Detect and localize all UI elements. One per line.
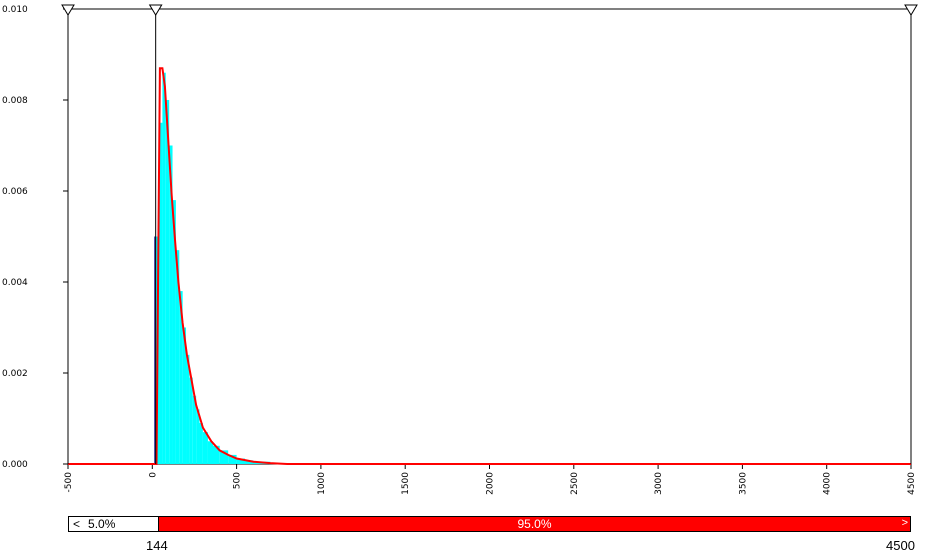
x-tick-label: 4500 xyxy=(907,472,917,495)
left-tail-percent: 5.0% xyxy=(88,517,116,531)
histogram-bar xyxy=(236,458,246,464)
marker-triangle-icon xyxy=(61,4,75,16)
histogram-bar xyxy=(219,450,229,464)
right-arrow-icon[interactable]: > xyxy=(901,517,908,529)
histogram-bar xyxy=(186,354,190,464)
x-tick-label: 0 xyxy=(148,472,158,478)
center-percent: 95.0% xyxy=(517,517,552,531)
histogram-bar xyxy=(172,200,176,464)
histogram-bar xyxy=(207,441,213,464)
x-tick-label: 2500 xyxy=(570,472,580,495)
histogram-bar xyxy=(199,423,203,464)
histogram-bar xyxy=(179,291,183,464)
histogram-bar xyxy=(175,250,180,464)
histogram-bar xyxy=(228,454,237,464)
density-line xyxy=(68,67,911,465)
x-tick-label: 3500 xyxy=(738,472,748,495)
x-tick-label: 1000 xyxy=(317,472,327,495)
x-tick-label: 4000 xyxy=(823,472,833,495)
histogram-bar xyxy=(245,460,254,464)
histogram-bar xyxy=(196,409,200,464)
histogram-bar xyxy=(189,377,193,464)
probability-range-bar[interactable]: < 5.0% 95.0% > xyxy=(68,516,911,532)
y-tick-label: 0.002 xyxy=(2,369,28,379)
plot-area: 0.000 0.002 0.004 0.006 0.008 0.010 -500 0 500 10… xyxy=(2,4,918,495)
center-segment[interactable]: 95.0% > xyxy=(159,517,910,531)
histogram-bar xyxy=(182,327,187,464)
density-chart: 0.000 0.002 0.004 0.006 0.008 0.010 -500 0 500 10… xyxy=(2,4,918,495)
histogram-bar xyxy=(212,445,220,464)
y-tick-label: 0.000 xyxy=(2,460,28,470)
x-tick-label: 2000 xyxy=(486,472,496,495)
histogram-bar xyxy=(159,122,163,464)
x-tick-label: 500 xyxy=(233,472,243,489)
y-tick-label: 0.004 xyxy=(2,278,28,288)
y-tick-label: 0.010 xyxy=(2,5,28,15)
histogram-bar xyxy=(162,72,166,464)
marker-triangle-icon xyxy=(148,4,163,16)
marker-triangle-icon xyxy=(904,4,918,16)
y-tick-label: 0.008 xyxy=(2,96,28,106)
left-bound-value: 144 xyxy=(146,538,168,553)
histogram-bar xyxy=(165,100,170,464)
right-bound-value: 4500 xyxy=(886,538,915,553)
x-tick-label: 3000 xyxy=(654,472,664,495)
histogram-bar xyxy=(192,395,197,464)
y-tick-label: 0.006 xyxy=(2,187,28,197)
histogram-bar xyxy=(169,145,173,464)
histogram-bar xyxy=(202,432,208,464)
left-tail-segment[interactable]: < 5.0% xyxy=(69,517,159,531)
x-tick-label: -500 xyxy=(64,472,74,493)
x-tick-label: 1500 xyxy=(401,472,411,495)
left-arrow-icon[interactable]: < xyxy=(73,517,81,531)
